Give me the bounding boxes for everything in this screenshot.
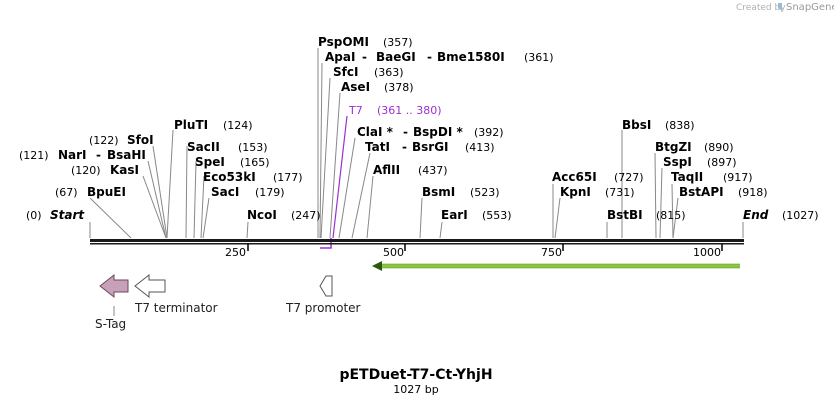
site-clai-pos: (392)	[474, 126, 504, 139]
ruler-tick-marks	[247, 244, 723, 251]
ruler-tick-750: 750	[541, 246, 562, 259]
site-apai-pos: (361)	[524, 51, 554, 64]
site-bsmi[interactable]: BsmI	[422, 185, 455, 199]
snapgene-logo-icon	[778, 3, 782, 11]
site-sspi-pos: (897)	[707, 156, 737, 169]
site-aflii-pos: (437)	[418, 164, 448, 177]
plasmid-length: 1027 bp	[393, 383, 438, 396]
separator-4: -	[402, 140, 407, 154]
site-sspi[interactable]: SspI	[663, 155, 692, 169]
site-bstapi[interactable]: BstAPI	[679, 185, 724, 199]
site-sfoi-pos: (122)	[89, 134, 119, 147]
site-bstbi[interactable]: BstBI	[607, 208, 643, 222]
created-by-text: Created by	[736, 3, 786, 13]
site-eari[interactable]: EarI	[441, 208, 468, 222]
site-sacii-pos: (153)	[238, 141, 268, 154]
t7-terminator-arrow-icon[interactable]	[134, 273, 166, 299]
site-tati[interactable]: TatI	[365, 140, 390, 154]
site-acc65i-pos: (727)	[614, 171, 644, 184]
site-bbsi[interactable]: BbsI	[622, 118, 651, 132]
separator-3: -	[403, 125, 408, 139]
site-sfci[interactable]: SfcI	[333, 65, 358, 79]
site-sfci-pos: (363)	[374, 66, 404, 79]
end-label: End	[743, 208, 769, 222]
site-bspdi[interactable]: BspDI *	[413, 125, 463, 139]
snapgene-logo-text: SnapGene	[786, 2, 834, 13]
site-clai[interactable]: ClaI *	[357, 125, 394, 139]
site-apai[interactable]: ApaI	[325, 50, 355, 64]
site-asei[interactable]: AseI	[341, 80, 370, 94]
site-btgzi[interactable]: BtgZI	[655, 140, 692, 154]
ruler-tick-1000: 1000	[693, 246, 721, 259]
feature-label-t7-terminator: T7 terminator	[134, 301, 218, 315]
site-bpuei[interactable]: BpuEI	[87, 185, 126, 199]
site-baegi[interactable]: BaeGI	[376, 50, 416, 64]
site-eari-pos: (553)	[482, 209, 512, 222]
ruler-tick-250: 250	[225, 246, 246, 259]
site-pspomi-pos: (357)	[383, 36, 413, 49]
site-sfoi[interactable]: SfoI	[127, 133, 154, 147]
site-saci[interactable]: SacI	[211, 185, 239, 199]
separator-5: -	[96, 148, 101, 162]
start-label: Start	[50, 208, 85, 222]
site-nari[interactable]: NarI	[58, 148, 87, 162]
backbone	[90, 239, 744, 245]
s-tag-arrow-icon[interactable]	[99, 273, 129, 316]
site-bsahi[interactable]: BsaHI	[107, 148, 146, 162]
site-taqii-pos: (917)	[723, 171, 753, 184]
site-kpni-pos: (731)	[605, 186, 635, 199]
site-asei-pos: (378)	[384, 81, 414, 94]
end-pos: (1027)	[782, 209, 819, 222]
site-ncoi[interactable]: NcoI	[247, 208, 277, 222]
site-nari-pos: (121)	[19, 149, 49, 162]
site-saci-pos: (179)	[255, 186, 285, 199]
site-bpuei-pos: (67)	[55, 186, 78, 199]
site-acc65i[interactable]: Acc65I	[552, 170, 597, 184]
site-ncoi-pos: (247)	[291, 209, 321, 222]
ruler-tick-500: 500	[383, 246, 404, 259]
site-pluti-pos: (124)	[223, 119, 253, 132]
feature-label-t7-promoter: T7 promoter	[285, 301, 361, 315]
feature-label-s-tag: S-Tag	[95, 317, 126, 331]
site-pluti[interactable]: PluTI	[174, 118, 208, 132]
site-aflii[interactable]: AflII	[373, 163, 400, 177]
site-stubs	[89, 48, 744, 239]
site-spei-pos: (165)	[240, 156, 270, 169]
primer-t7-range: (361 .. 380)	[377, 104, 442, 117]
site-bstapi-pos: (918)	[738, 186, 768, 199]
site-tati-pos: (413)	[465, 141, 495, 154]
site-bsmi-pos: (523)	[470, 186, 500, 199]
plasmid-title: pETDuet-T7-Ct-YhjH	[339, 367, 492, 383]
site-pspomi[interactable]: PspOMI	[318, 35, 369, 49]
site-bbsi-pos: (838)	[665, 119, 695, 132]
t7-promoter-arrow-icon[interactable]	[319, 275, 333, 297]
site-spei[interactable]: SpeI	[195, 155, 225, 169]
site-eco53ki-pos: (177)	[273, 171, 303, 184]
separator-2: -	[427, 50, 432, 64]
site-eco53ki[interactable]: Eco53kI	[203, 170, 256, 184]
site-kasi[interactable]: KasI	[110, 163, 139, 177]
orf-arrow[interactable]	[372, 261, 740, 271]
site-bsrgi[interactable]: BsrGI	[412, 140, 449, 154]
site-taqii[interactable]: TaqII	[671, 170, 703, 184]
site-kasi-pos: (120)	[71, 164, 101, 177]
site-bme1580i[interactable]: Bme1580I	[437, 50, 505, 64]
site-btgzi-pos: (890)	[704, 141, 734, 154]
start-pos: (0)	[26, 209, 42, 222]
site-bstbi-pos: (815)	[656, 209, 686, 222]
primer-t7-label[interactable]: T7	[348, 104, 363, 117]
separator-1: -	[362, 50, 367, 64]
site-sacii[interactable]: SacII	[187, 140, 220, 154]
site-kpni[interactable]: KpnI	[560, 185, 591, 199]
